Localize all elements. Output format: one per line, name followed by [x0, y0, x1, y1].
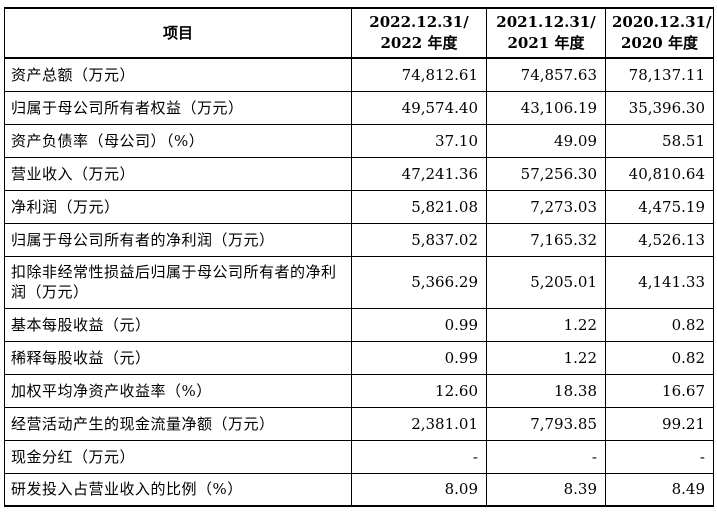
cell-2022: 12.60 — [351, 373, 487, 408]
row-label: 经营活动产生的现金流量净额（万元） — [4, 406, 352, 441]
cell-2022: 0.99 — [351, 307, 487, 342]
cell-2021: 43,106.19 — [486, 90, 606, 125]
cell-2021: 7,165.32 — [486, 222, 606, 257]
table-header: 项目 2022.12.31/ 2022 年度 2021.12.31/ 2021 … — [4, 7, 714, 59]
cell-2022: 47,241.36 — [351, 156, 487, 191]
table-row: 扣除非经常性损益后归属于母公司所有者的净利润（万元） 5,366.29 5,20… — [4, 255, 714, 309]
table-body: 资产总额（万元） 74,812.61 74,857.63 78,137.11 归… — [4, 57, 714, 507]
cell-2022: 74,812.61 — [351, 57, 487, 92]
cell-2020: 8.49 — [605, 472, 714, 507]
header-2020: 2020.12.31/ 2020 年度 — [605, 7, 714, 59]
cell-2020: 78,137.11 — [605, 57, 714, 92]
row-label: 归属于母公司所有者权益（万元） — [4, 90, 352, 125]
cell-2022: 0.99 — [351, 340, 487, 375]
cell-2021: 57,256.30 — [486, 156, 606, 191]
header-2021: 2021.12.31/ 2021 年度 — [486, 7, 606, 59]
cell-2021: 1.22 — [486, 307, 606, 342]
cell-2020: - — [605, 439, 714, 474]
row-label: 基本每股收益（元） — [4, 307, 352, 342]
cell-2022: 49,574.40 — [351, 90, 487, 125]
cell-2022: - — [351, 439, 487, 474]
financial-indicators-table: 项目 2022.12.31/ 2022 年度 2021.12.31/ 2021 … — [4, 7, 714, 507]
cell-2020: 4,475.19 — [605, 189, 714, 224]
table-row: 营业收入（万元） 47,241.36 57,256.30 40,810.64 — [4, 156, 714, 191]
table-row: 资产总额（万元） 74,812.61 74,857.63 78,137.11 — [4, 57, 714, 92]
cell-2020: 4,526.13 — [605, 222, 714, 257]
header-2022: 2022.12.31/ 2022 年度 — [351, 7, 487, 59]
cell-2022: 5,821.08 — [351, 189, 487, 224]
cell-2021: 49.09 — [486, 123, 606, 158]
row-label: 扣除非经常性损益后归属于母公司所有者的净利润（万元） — [4, 255, 352, 309]
table-row: 加权平均净资产收益率（%） 12.60 18.38 16.67 — [4, 373, 714, 408]
header-row: 项目 2022.12.31/ 2022 年度 2021.12.31/ 2021 … — [4, 7, 714, 59]
row-label: 研发投入占营业收入的比例（%） — [4, 472, 352, 507]
cell-2022: 37.10 — [351, 123, 487, 158]
cell-2022: 2,381.01 — [351, 406, 487, 441]
row-label: 稀释每股收益（元） — [4, 340, 352, 375]
table-row: 现金分红（万元） - - - — [4, 439, 714, 474]
row-label: 净利润（万元） — [4, 189, 352, 224]
row-label: 加权平均净资产收益率（%） — [4, 373, 352, 408]
cell-2021: 18.38 — [486, 373, 606, 408]
row-label: 资产负债率（母公司）（%） — [4, 123, 352, 158]
cell-2020: 40,810.64 — [605, 156, 714, 191]
cell-2020: 58.51 — [605, 123, 714, 158]
row-label: 现金分红（万元） — [4, 439, 352, 474]
cell-2020: 0.82 — [605, 340, 714, 375]
header-item: 项目 — [4, 7, 352, 59]
cell-2021: 7,793.85 — [486, 406, 606, 441]
cell-2020: 35,396.30 — [605, 90, 714, 125]
cell-2021: - — [486, 439, 606, 474]
cell-2021: 5,205.01 — [486, 255, 606, 309]
cell-2022: 8.09 — [351, 472, 487, 507]
row-label: 归属于母公司所有者的净利润（万元） — [4, 222, 352, 257]
table-row: 稀释每股收益（元） 0.99 1.22 0.82 — [4, 340, 714, 375]
row-label: 资产总额（万元） — [4, 57, 352, 92]
cell-2022: 5,366.29 — [351, 255, 487, 309]
table-row: 资产负债率（母公司）（%） 37.10 49.09 58.51 — [4, 123, 714, 158]
table-row: 基本每股收益（元） 0.99 1.22 0.82 — [4, 307, 714, 342]
cell-2020: 4,141.33 — [605, 255, 714, 309]
cell-2021: 1.22 — [486, 340, 606, 375]
cell-2020: 0.82 — [605, 307, 714, 342]
cell-2021: 74,857.63 — [486, 57, 606, 92]
table-row: 归属于母公司所有者权益（万元） 49,574.40 43,106.19 35,3… — [4, 90, 714, 125]
table-row: 经营活动产生的现金流量净额（万元） 2,381.01 7,793.85 99.2… — [4, 406, 714, 441]
cell-2022: 5,837.02 — [351, 222, 487, 257]
table-row: 归属于母公司所有者的净利润（万元） 5,837.02 7,165.32 4,52… — [4, 222, 714, 257]
row-label: 营业收入（万元） — [4, 156, 352, 191]
cell-2021: 7,273.03 — [486, 189, 606, 224]
table-row: 净利润（万元） 5,821.08 7,273.03 4,475.19 — [4, 189, 714, 224]
cell-2021: 8.39 — [486, 472, 606, 507]
cell-2020: 99.21 — [605, 406, 714, 441]
cell-2020: 16.67 — [605, 373, 714, 408]
table-row: 研发投入占营业收入的比例（%） 8.09 8.39 8.49 — [4, 472, 714, 507]
